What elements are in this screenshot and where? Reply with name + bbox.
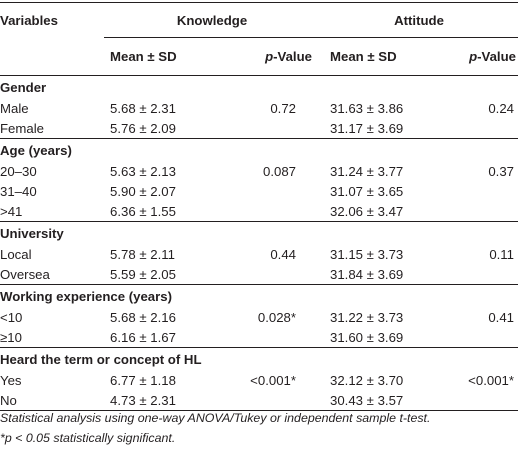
table-row: Oversea 5.59 ± 2.05 31.84 ± 3.69 <box>0 264 518 285</box>
attitude-header: Attitude <box>320 2 518 38</box>
table-body: Gender Male 5.68 ± 2.31 0.72 31.63 ± 3.8… <box>0 76 518 411</box>
knowledge-p <box>222 327 320 348</box>
attitude-p <box>438 264 518 285</box>
row-label: Female <box>0 120 44 136</box>
attitude-mean-sd-header: Mean ± SD <box>330 49 397 64</box>
knowledge-mean: 5.76 ± 2.09 <box>110 120 176 136</box>
knowledge-mean: 5.90 ± 2.07 <box>110 183 176 199</box>
attitude-p: <0.001* <box>468 372 514 388</box>
row-label: Yes <box>0 372 22 388</box>
knowledge-p: 0.087 <box>262 163 296 179</box>
attitude-p: 0.41 <box>488 309 514 325</box>
knowledge-p <box>222 118 320 139</box>
group-row-age: Age (years) <box>0 138 518 161</box>
attitude-p <box>438 390 518 411</box>
knowledge-p <box>222 201 320 222</box>
attitude-mean: 31.07 ± 3.65 <box>330 183 404 199</box>
attitude-p <box>438 118 518 139</box>
attitude-mean: 31.24 ± 3.77 <box>330 163 404 179</box>
attitude-p: 0.24 <box>488 100 514 116</box>
knowledge-mean: 6.77 ± 1.18 <box>110 372 176 388</box>
table-row: Yes 6.77 ± 1.18 <0.001* 32.12 ± 3.70 <0.… <box>0 370 518 390</box>
attitude-mean: 32.12 ± 3.70 <box>330 372 404 388</box>
header-blank <box>0 38 104 76</box>
table-row: ≥10 6.16 ± 1.67 31.60 ± 3.69 <box>0 327 518 348</box>
table-row: Local 5.78 ± 2.11 0.44 31.15 ± 3.73 0.11 <box>0 244 518 264</box>
group-title: Working experience (years) <box>0 284 518 307</box>
table-footnotes: Statistical analysis using one-way ANOVA… <box>0 408 430 448</box>
knowledge-p-value-header: p-Value <box>222 38 320 76</box>
knowledge-mean-sd-header: Mean ± SD <box>110 49 177 64</box>
knowledge-mean: 4.73 ± 2.31 <box>104 390 222 411</box>
footnote-significance: *p < 0.05 statistically significant. <box>0 431 176 445</box>
group-title: University <box>0 221 518 244</box>
group-title: Age (years) <box>0 138 518 161</box>
knowledge-p <box>222 390 320 411</box>
row-label: ≥10 <box>0 329 22 345</box>
table-row: No 4.73 ± 2.31 30.43 ± 3.57 <box>0 390 518 411</box>
attitude-mean: 31.63 ± 3.86 <box>330 100 404 116</box>
knowledge-mean: 6.36 ± 1.55 <box>110 203 176 219</box>
table-row: <10 5.68 ± 2.16 0.028* 31.22 ± 3.73 0.41 <box>0 307 518 327</box>
row-label: <10 <box>0 309 23 325</box>
knowledge-p <box>222 264 320 285</box>
p-value-suffix: -Value <box>477 49 516 64</box>
row-label: Male <box>0 100 29 116</box>
attitude-mean: 31.22 ± 3.73 <box>330 309 404 325</box>
table-row: 20–30 5.63 ± 2.13 0.087 31.24 ± 3.77 0.3… <box>0 161 518 181</box>
table-row: 31–40 5.90 ± 2.07 31.07 ± 3.65 <box>0 181 518 201</box>
attitude-p <box>438 201 518 222</box>
knowledge-p: 0.72 <box>270 100 296 116</box>
attitude-mean: 31.15 ± 3.73 <box>330 246 404 262</box>
knowledge-mean: 5.78 ± 2.11 <box>110 246 175 262</box>
attitude-mean: 32.06 ± 3.47 <box>330 203 404 219</box>
knowledge-mean: 6.16 ± 1.67 <box>110 329 176 345</box>
group-title: Gender <box>0 79 47 95</box>
attitude-mean: 30.43 ± 3.57 <box>320 390 438 411</box>
attitude-p <box>438 181 518 201</box>
table-row: Female 5.76 ± 2.09 31.17 ± 3.69 <box>0 118 518 139</box>
attitude-mean: 31.60 ± 3.69 <box>330 329 404 345</box>
attitude-p: 0.11 <box>489 246 514 262</box>
knowledge-mean: 5.63 ± 2.13 <box>110 163 176 179</box>
row-label: >41 <box>0 203 23 219</box>
group-row-working-experience: Working experience (years) <box>0 284 518 307</box>
attitude-p: 0.37 <box>488 163 514 179</box>
group-title: Heard the term or concept of HL <box>0 347 518 370</box>
group-row-university: University <box>0 221 518 244</box>
knowledge-mean: 5.59 ± 2.05 <box>110 266 176 282</box>
table-row: >41 6.36 ± 1.55 32.06 ± 3.47 <box>0 201 518 222</box>
group-row-gender: Gender <box>0 76 518 99</box>
table-row: Male 5.68 ± 2.31 0.72 31.63 ± 3.86 0.24 <box>0 98 518 118</box>
knowledge-p: 0.028* <box>257 309 296 325</box>
header-row-main: Variables Knowledge Attitude <box>0 2 518 38</box>
group-row-heard-hl: Heard the term or concept of HL <box>0 347 518 370</box>
knowledge-p: <0.001* <box>250 372 296 388</box>
row-label: Oversea <box>0 266 50 282</box>
footnote-method: Statistical analysis using one-way ANOVA… <box>0 411 431 425</box>
variables-header: Variables <box>0 12 58 28</box>
attitude-p-value-header: p-Value <box>438 38 518 76</box>
attitude-mean: 31.84 ± 3.69 <box>330 266 404 282</box>
knowledge-p <box>222 181 320 201</box>
attitude-mean: 31.17 ± 3.69 <box>330 120 404 136</box>
results-table: Variables Knowledge Attitude Mean ± SD p… <box>0 2 518 411</box>
header-row-sub: Mean ± SD p-Value Mean ± SD p-Value <box>0 38 518 76</box>
knowledge-p: 0.44 <box>270 246 296 262</box>
attitude-p <box>438 327 518 348</box>
p-letter: p <box>469 49 478 64</box>
knowledge-header: Knowledge <box>104 2 320 38</box>
knowledge-mean: 5.68 ± 2.16 <box>110 309 176 325</box>
knowledge-mean: 5.68 ± 2.31 <box>110 100 176 116</box>
row-label: No <box>0 390 104 411</box>
p-letter: p <box>265 49 274 64</box>
row-label: 31–40 <box>0 183 37 199</box>
row-label: Local <box>0 246 32 262</box>
p-value-suffix: -Value <box>273 49 312 64</box>
row-label: 20–30 <box>0 163 37 179</box>
